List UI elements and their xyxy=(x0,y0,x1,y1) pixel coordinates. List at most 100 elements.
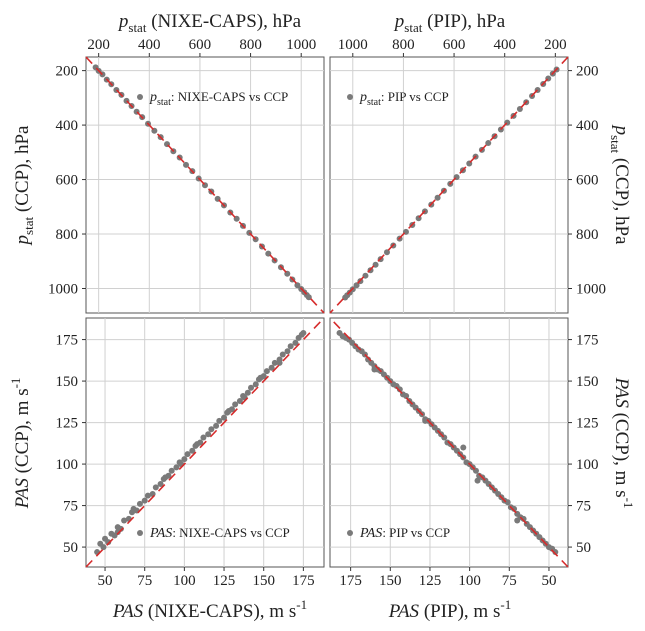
data-point xyxy=(162,474,169,481)
x-tick-label: 200 xyxy=(87,37,110,53)
data-point xyxy=(300,329,307,336)
y-tick-label: 75 xyxy=(576,499,591,515)
panel-top-left: 200 400 600 800 1000 200 400 600 800 1000 pstat: N… xyxy=(48,37,325,314)
y-tick-label: 1000 xyxy=(576,281,606,297)
left-axis-title-bottom: PAS (CCP), m s-1 xyxy=(8,378,33,510)
panel-bottom-right: 175 150 125 100 75 50 50 75 100 125 150 175 PAS: PIP… xyxy=(329,317,599,589)
data-point xyxy=(284,348,291,355)
x-tick-label: 125 xyxy=(213,573,236,589)
top-axis-title-left: pstat (NIXE-CAPS), hPa xyxy=(117,11,302,35)
x-tick-label: 100 xyxy=(458,573,481,589)
data-point xyxy=(173,464,180,471)
y-tick-label: 100 xyxy=(576,457,599,473)
data-point xyxy=(130,505,137,512)
data-point xyxy=(205,431,212,438)
reference-line-1to1 xyxy=(85,317,325,568)
data-point xyxy=(342,294,349,301)
data-point xyxy=(121,517,128,524)
data-point xyxy=(422,417,429,424)
x-tick-label: 175 xyxy=(339,573,362,589)
data-point xyxy=(552,549,559,556)
data-point xyxy=(434,194,441,201)
x-tick-label: 75 xyxy=(502,573,517,589)
y-tick-label: 50 xyxy=(63,540,78,556)
data-point xyxy=(114,529,121,536)
data-point xyxy=(520,515,527,522)
data-point xyxy=(252,381,259,388)
y-tick-label: 75 xyxy=(63,499,78,515)
panel-top-right: 1000 800 600 400 200 200 400 600 800 1000 pstat: P… xyxy=(329,37,606,314)
data-point xyxy=(216,417,223,424)
data-point xyxy=(105,539,112,546)
x-tick-label: 50 xyxy=(541,573,556,589)
x-tick-label: 400 xyxy=(493,37,516,53)
data-point xyxy=(208,426,215,433)
y-tick-label: 175 xyxy=(56,333,79,349)
data-point xyxy=(474,477,481,484)
data-point xyxy=(194,441,201,448)
data-point xyxy=(511,505,518,512)
x-tick-label: 125 xyxy=(419,573,442,589)
data-point xyxy=(276,359,283,366)
y-tick-label: 400 xyxy=(576,118,599,134)
x-tick-label: 800 xyxy=(392,37,415,53)
data-point xyxy=(232,401,239,408)
data-point xyxy=(268,364,275,371)
data-point xyxy=(225,407,232,414)
right-axis-title-top: pstat (CCP), hPa xyxy=(608,124,632,245)
data-point xyxy=(168,467,175,474)
legend-label: PAS: PIP vs CCP xyxy=(359,525,450,541)
data-point xyxy=(141,497,148,504)
y-tick-label: 150 xyxy=(576,374,599,390)
legend-label: PAS: NIXE-CAPS vs CCP xyxy=(149,525,290,541)
data-point xyxy=(200,434,207,441)
data-point xyxy=(383,249,390,256)
y-tick-label: 600 xyxy=(56,173,79,189)
x-tick-label: 800 xyxy=(239,37,262,53)
data-point xyxy=(371,366,378,373)
x-tick-label: 1000 xyxy=(286,37,316,53)
data-point xyxy=(157,481,164,487)
y-tick-label: 175 xyxy=(576,333,599,349)
data-point xyxy=(183,161,190,168)
y-tick-label: 200 xyxy=(576,64,599,80)
x-tick-label: 75 xyxy=(137,573,152,589)
x-tick-label: 50 xyxy=(98,573,113,589)
y-tick-label: 200 xyxy=(56,64,79,80)
x-tick-label: 400 xyxy=(138,37,161,53)
data-point xyxy=(504,499,511,506)
data-point xyxy=(152,484,159,491)
right-axis-title-bottom: PAS (CCP), m s-1 xyxy=(611,377,636,509)
y-tick-label: 100 xyxy=(56,457,79,473)
data-point xyxy=(100,544,107,551)
data-point xyxy=(287,343,294,350)
y-tick-label: 600 xyxy=(576,173,599,189)
x-tick-label: 150 xyxy=(252,573,275,589)
legend-marker xyxy=(137,530,143,536)
legend-label: pstat: PIP vs CCP xyxy=(359,89,449,108)
data-point xyxy=(279,351,286,358)
x-tick-label: 200 xyxy=(544,37,567,53)
y-tick-label: 50 xyxy=(576,540,591,556)
legend-marker xyxy=(137,94,143,100)
bottom-axis-title-right: PAS (PIP), m s-1 xyxy=(388,597,511,622)
x-tick-label: 600 xyxy=(189,37,212,53)
data-point xyxy=(396,386,403,393)
x-tick-label: 175 xyxy=(292,573,315,589)
x-tick-label: 1000 xyxy=(338,37,368,53)
data-point xyxy=(263,368,270,375)
data-point xyxy=(213,422,220,429)
data-point xyxy=(257,374,264,381)
reference-line-1to1 xyxy=(85,56,325,314)
data-point xyxy=(271,359,278,366)
data-point xyxy=(189,447,196,454)
reference-line-1to1 xyxy=(329,317,569,568)
x-tick-label: 600 xyxy=(443,37,466,53)
y-tick-label: 800 xyxy=(576,227,599,243)
y-tick-label: 125 xyxy=(56,416,79,432)
data-point xyxy=(221,414,228,421)
left-axis-title-top: pstat (CCP), hPa xyxy=(12,125,36,246)
data-point xyxy=(181,456,188,463)
reference-line-1to1 xyxy=(329,56,569,314)
